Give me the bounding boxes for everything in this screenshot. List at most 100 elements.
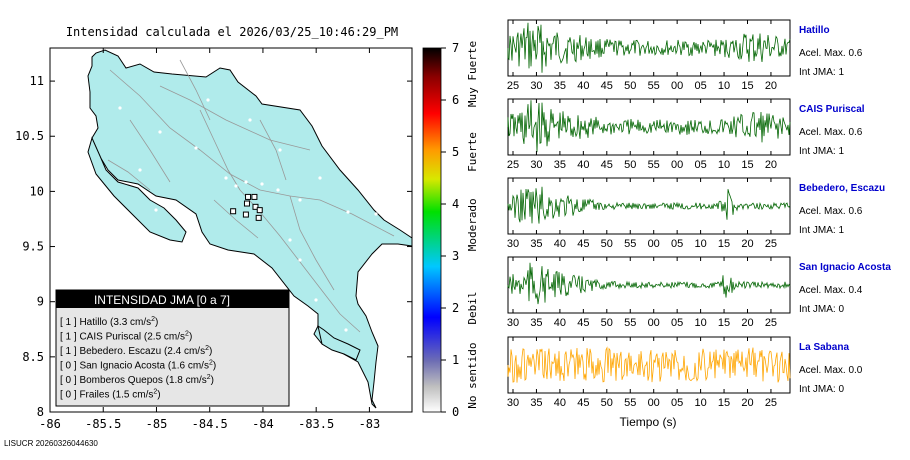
waveform-tick-label: 35: [530, 238, 542, 250]
waveform-tick-label: 20: [741, 317, 753, 329]
colorbar-category-label: Debil: [466, 291, 479, 324]
waveform-panels: 25 30 35 40 45 50 55 00 05 10 15 20 Hatillo Acel. Max…: [507, 19, 891, 409]
waveform-tick-label: 35: [530, 397, 542, 409]
costa-rica-landmass: [87, 49, 413, 409]
waveform-tick-label: 05: [671, 317, 683, 329]
map-axis-ticks: -86 -85.5 -85 -84.5 -84 -83.5 -83 8 8.5 9 9.5 10 10.…: [15, 48, 412, 431]
waveform-tick-label: 00: [671, 159, 683, 171]
map-x-tick-label: -84: [252, 417, 274, 431]
jma-intensity: Int JMA: 1: [799, 146, 844, 157]
waveform-tick-label: 15: [718, 317, 730, 329]
waveform-tick-label: 10: [694, 238, 706, 250]
waveform-trace: [507, 262, 791, 305]
legend-item: [ 1 ] Hatillo (3.3 cm/s2): [60, 316, 158, 328]
waveform-tick-label: 50: [624, 80, 636, 92]
waveform-tick-label: 05: [671, 238, 683, 250]
map-y-tick-label: 9.5: [22, 240, 44, 254]
waveform-tick-label: 20: [741, 238, 753, 250]
map-x-tick-label: -85: [146, 417, 168, 431]
legend-title: INTENSIDAD JMA [0 a 7]: [94, 293, 230, 307]
colorbar-category-label: No sentido: [466, 342, 479, 408]
waveform-tick-label: 50: [601, 397, 613, 409]
waveform-panel: 30 35 40 45 50 55 00 05 10 15 20 25 San Ignacio Acos…: [507, 256, 891, 329]
waveform-tick-label: 55: [624, 317, 636, 329]
waveform-panel: 25 30 35 40 45 50 55 00 05 10 15 20 CAIS Puriscal Ace…: [507, 98, 865, 171]
peak-acceleration: Acel. Max. 0.6: [799, 206, 863, 217]
station-name: CAIS Puriscal: [799, 104, 865, 115]
waveform-tick-label: 40: [577, 80, 589, 92]
waveform-tick-label: 00: [648, 397, 660, 409]
legend-item: [ 0 ] Bomberos Quepos (1.8 cm/s2): [60, 374, 214, 386]
waveform-tick-label: 25: [507, 80, 519, 92]
station-marker: [251, 193, 258, 200]
waveform-trace: [507, 346, 791, 383]
colorbar-tick-label: 3: [452, 249, 459, 263]
time-axis-label: Tiempo (s): [620, 415, 677, 429]
station-marker: [230, 208, 237, 215]
waveform-tick-label: 40: [554, 238, 566, 250]
colorbar-category-label: Muy Fuerte: [466, 41, 479, 107]
nicoya-peninsula: [87, 136, 187, 243]
station-marker: [252, 203, 259, 210]
waveform-tick-label: 45: [601, 80, 613, 92]
jma-intensity: Int JMA: 1: [799, 225, 844, 236]
waveform-tick-label: 50: [601, 238, 613, 250]
map-x-tick-label: -83.5: [298, 417, 334, 431]
legend-item: [ 1 ] CAIS Puriscal (2.5 cm/s2): [60, 331, 192, 343]
waveform-tick-label: 40: [554, 397, 566, 409]
waveform-tick-label: 40: [577, 159, 589, 171]
legend-item: [ 0 ] San Ignacio Acosta (1.6 cm/s2): [60, 360, 216, 372]
station-name: Bebedero, Escazu: [799, 183, 885, 194]
waveform-tick-label: 30: [507, 317, 519, 329]
colorbar-tick-label: 0: [452, 405, 459, 419]
station-marker: [255, 214, 262, 221]
waveform-tick-label: 55: [648, 159, 660, 171]
map-y-tick-label: 10.5: [15, 129, 44, 143]
map-x-tick-label: -85.5: [85, 417, 121, 431]
waveform-tick-label: 25: [765, 317, 777, 329]
waveform-tick-label: 10: [694, 397, 706, 409]
waveform-panel: 30 35 40 45 50 55 00 05 10 15 20 25 La Sabana Acel. M…: [507, 336, 863, 409]
map-y-tick-label: 8: [37, 405, 44, 419]
waveform-tick-label: 15: [741, 159, 753, 171]
waveform-tick-label: 20: [765, 80, 777, 92]
waveform-tick-label: 10: [718, 80, 730, 92]
waveform-tick-label: 35: [554, 159, 566, 171]
waveform-tick-label: 25: [507, 159, 519, 171]
colorbar: 0 1 2 3 4 5 6 7 No sentido Debil Moderado Fuerte Mu…: [422, 41, 479, 419]
peak-acceleration: Acel. Max. 0.6: [799, 127, 863, 138]
waveform-tick-label: 30: [530, 159, 542, 171]
map-legend: INTENSIDAD JMA [0 a 7] [ 1 ] Hatillo (3.…: [55, 289, 290, 407]
station-name: Hatillo: [799, 25, 830, 36]
jma-intensity: Int JMA: 1: [799, 67, 844, 78]
waveform-trace: [507, 100, 791, 153]
station-name: La Sabana: [799, 342, 849, 353]
waveform-tick-label: 35: [530, 317, 542, 329]
colorbar-tick-label: 2: [452, 301, 459, 315]
map-x-tick-label: -83: [359, 417, 381, 431]
town-markers: [118, 98, 378, 332]
waveform-tick-label: 55: [624, 397, 636, 409]
map-title: Intensidad calculada el 2026/03/25_10:46…: [66, 25, 398, 39]
station-marker: [242, 211, 249, 218]
waveform-tick-label: 05: [671, 397, 683, 409]
waveform-tick-label: 55: [648, 80, 660, 92]
waveform-panel: 25 30 35 40 45 50 55 00 05 10 15 20 Hatillo Acel. Max…: [507, 19, 863, 92]
waveform-tick-label: 15: [718, 238, 730, 250]
legend-item: [ 1 ] Bebedero. Escazu (2.4 cm/s2): [60, 345, 212, 357]
waveform-tick-label: 30: [507, 238, 519, 250]
colorbar-tick-label: 4: [452, 197, 459, 211]
waveform-tick-label: 05: [694, 80, 706, 92]
station-markers: [230, 193, 263, 221]
colorbar-tick-label: 7: [452, 41, 459, 55]
waveform-tick-label: 00: [648, 317, 660, 329]
osa-peninsula: [317, 324, 361, 361]
peak-acceleration: Acel. Max. 0.0: [799, 365, 863, 376]
jma-intensity: Int JMA: 0: [799, 384, 844, 395]
waveform-tick-label: 00: [648, 238, 660, 250]
station-marker: [256, 207, 263, 214]
waveform-tick-label: 30: [507, 397, 519, 409]
waveform-tick-label: 05: [694, 159, 706, 171]
colorbar-category-label: Fuerte: [466, 132, 479, 172]
waveform-tick-label: 50: [601, 317, 613, 329]
